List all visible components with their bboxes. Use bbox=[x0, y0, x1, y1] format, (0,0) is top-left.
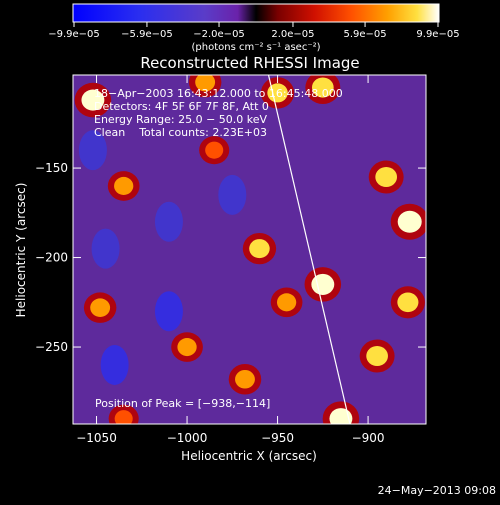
positive-source-core bbox=[366, 345, 388, 367]
colorbar-tick-label: 9.9e−05 bbox=[416, 29, 459, 40]
positive-source-core bbox=[397, 292, 419, 313]
positive-source-core bbox=[375, 166, 398, 188]
positive-source-core bbox=[205, 141, 224, 159]
negative-source-blob bbox=[218, 174, 247, 215]
plot-area bbox=[73, 75, 426, 424]
negative-source-blob bbox=[91, 228, 120, 269]
colorbar-tick-label: 5.9e−05 bbox=[343, 29, 386, 40]
info-line-time: 18−Apr−2003 16:43:12.000 to 16:45:48.000 bbox=[94, 87, 343, 100]
colorbar-tick-labels: −9.9e−05 −5.9e−05 −2.0e−05 2.0e−05 5.9e−05 9.… bbox=[48, 29, 459, 40]
positive-source-core bbox=[267, 83, 288, 103]
positive-sources bbox=[74, 75, 426, 424]
x-axis: −1050 −1000 −950 −900 bbox=[76, 75, 385, 445]
colorbar-tick-label: −2.0e−05 bbox=[193, 29, 245, 40]
x-tick-label: −900 bbox=[352, 431, 385, 445]
positive-source-core bbox=[114, 410, 133, 424]
colorbar-tick-label: −5.9e−05 bbox=[121, 29, 173, 40]
colorbar-tick-label: 2.0e−05 bbox=[271, 29, 314, 40]
x-axis-label: Heliocentric X (arcsec) bbox=[181, 449, 317, 463]
y-tick-label: −150 bbox=[35, 161, 68, 175]
x-tick-label: −1050 bbox=[76, 431, 117, 445]
positive-source-core bbox=[90, 298, 111, 317]
x-tick-label: −1000 bbox=[167, 431, 208, 445]
negative-source-blob bbox=[78, 130, 107, 171]
positive-source-core bbox=[235, 369, 255, 389]
colorbar-units-label: (photons cm⁻² s⁻¹ asec⁻²) bbox=[191, 42, 320, 53]
colorbar: −9.9e−05 −5.9e−05 −2.0e−05 2.0e−05 5.9e−05 9.… bbox=[48, 3, 460, 53]
y-axis-label: Heliocentric Y (arcsec) bbox=[14, 183, 28, 318]
negative-source-blob bbox=[154, 291, 183, 332]
y-axis: −150 −200 −250 bbox=[35, 161, 426, 354]
colorbar-tick-label: −9.9e−05 bbox=[48, 29, 100, 40]
x-tick-label: −950 bbox=[261, 431, 294, 445]
colorbar-gradient bbox=[72, 3, 440, 23]
negative-source-blob bbox=[154, 201, 183, 242]
peak-position-label: Position of Peak = [−938,−114] bbox=[95, 397, 270, 410]
negative-sources bbox=[78, 130, 247, 385]
chart-title: Reconstructed RHESSI Image bbox=[140, 54, 359, 72]
info-line-counts: Clean Total counts: 2.23E+03 bbox=[94, 126, 267, 139]
observation-info: 18−Apr−2003 16:43:12.000 to 16:45:48.000… bbox=[94, 87, 343, 139]
y-tick-label: −250 bbox=[35, 340, 68, 354]
y-tick-label: −200 bbox=[35, 251, 68, 265]
info-line-energy: Energy Range: 25.0 − 50.0 keV bbox=[94, 113, 268, 126]
positive-source-core bbox=[114, 176, 134, 195]
negative-source-blob bbox=[100, 344, 129, 385]
positive-source-core bbox=[311, 77, 334, 98]
footer-date: 24−May−2013 09:08 bbox=[378, 484, 496, 497]
positive-source-core bbox=[276, 293, 297, 312]
positive-source-core bbox=[311, 273, 335, 295]
plot-frame bbox=[72, 74, 427, 425]
solar-limb-line bbox=[267, 75, 351, 424]
positive-source-core bbox=[249, 239, 270, 259]
positive-source-core bbox=[81, 89, 105, 111]
info-line-detectors: Detectors: 4F 5F 6F 7F 8F, Att 0 bbox=[94, 100, 269, 113]
positive-source-core bbox=[177, 338, 197, 357]
positive-source-core bbox=[195, 75, 216, 92]
colorbar-ticks bbox=[73, 22, 439, 27]
positive-source-core bbox=[397, 210, 422, 233]
